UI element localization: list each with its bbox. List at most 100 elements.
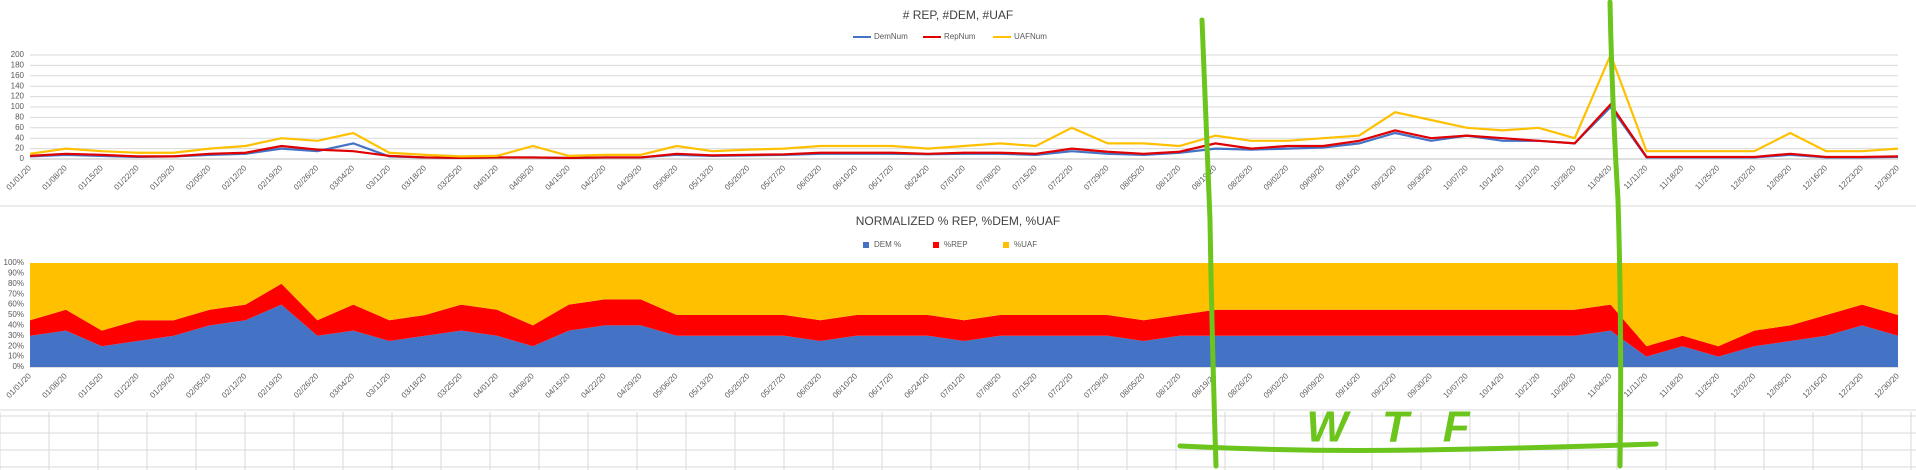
y-tick-label: 80% — [8, 279, 24, 288]
x-tick-label: 09/16/20 — [1334, 371, 1363, 400]
x-tick-label: 10/21/20 — [1513, 163, 1542, 192]
x-tick-label: 09/02/20 — [1262, 371, 1291, 400]
x-tick-label: 12/09/20 — [1765, 163, 1794, 192]
x-tick-label: 11/18/20 — [1657, 371, 1685, 399]
x-tick-label: 08/05/20 — [1118, 371, 1147, 400]
x-tick-label: 04/22/20 — [579, 163, 608, 192]
legend-label: DemNum — [874, 32, 908, 41]
legend-label: UAFNum — [1014, 32, 1047, 41]
y-tick-label: 80 — [15, 113, 24, 122]
x-tick-label: 09/16/20 — [1334, 163, 1363, 192]
chart-title: NORMALIZED % REP, %DEM, %UAF — [856, 214, 1060, 228]
x-tick-label: 05/27/20 — [759, 371, 788, 400]
x-tick-label: 04/29/20 — [615, 163, 644, 192]
x-tick-label: 07/08/20 — [974, 371, 1003, 400]
x-tick-label: 01/08/20 — [40, 163, 69, 192]
x-tick-label: 09/23/20 — [1370, 371, 1399, 400]
x-tick-label: 07/15/20 — [1010, 163, 1039, 192]
green-line — [1607, 0, 1624, 469]
x-tick-label: 05/27/20 — [759, 163, 788, 192]
x-tick-label: 12/23/20 — [1837, 163, 1866, 192]
x-tick-label: 04/01/20 — [472, 371, 501, 400]
x-tick-label: 12/16/20 — [1801, 371, 1830, 400]
y-tick-label: 50% — [8, 310, 24, 319]
x-tick-label: 01/29/20 — [148, 371, 177, 400]
x-tick-label: 06/10/20 — [831, 371, 860, 400]
x-tick-label: 09/30/20 — [1406, 163, 1435, 192]
x-tick-label: 03/18/20 — [400, 163, 429, 192]
x-tick-label: 08/26/20 — [1226, 371, 1255, 400]
x-tick-label: 07/29/20 — [1082, 163, 1111, 192]
x-tick-label: 04/22/20 — [579, 371, 608, 400]
x-tick-label: 06/24/20 — [903, 163, 932, 192]
x-tick-label: 04/08/20 — [507, 163, 536, 192]
x-tick-label: 07/29/20 — [1082, 371, 1111, 400]
x-tick-label: 01/15/20 — [76, 163, 105, 192]
x-tick-label: 11/18/20 — [1657, 163, 1685, 191]
x-tick-label: 11/11/20 — [1622, 371, 1650, 399]
legend-swatch — [863, 242, 869, 248]
spreadsheet-grid — [0, 205, 1916, 470]
y-tick-label: 100% — [4, 258, 24, 267]
y-tick-label: 60% — [8, 300, 24, 309]
x-tick-label: 06/03/20 — [795, 371, 824, 400]
x-tick-label: 01/15/20 — [76, 371, 105, 400]
legend-label: RepNum — [944, 32, 976, 41]
x-tick-label: 03/25/20 — [436, 371, 465, 400]
y-tick-label: 100 — [11, 102, 25, 111]
annotation-text: WTF — [1306, 403, 1503, 452]
x-tick-label: 07/22/20 — [1046, 371, 1075, 400]
series-line — [29, 52, 1899, 158]
x-tick-label: 08/26/20 — [1226, 163, 1255, 192]
x-tick-label: 10/14/20 — [1477, 163, 1506, 192]
x-tick-label: 01/01/20 — [5, 163, 34, 192]
x-tick-label: 11/25/20 — [1693, 371, 1721, 399]
x-tick-label: 02/05/20 — [184, 371, 213, 400]
series-line — [29, 102, 1899, 160]
x-tick-label: 12/02/20 — [1729, 163, 1758, 192]
series-area — [30, 304, 1898, 367]
x-tick-label: 12/30/20 — [1873, 371, 1902, 400]
x-tick-label: 06/03/20 — [795, 163, 824, 192]
x-tick-label: 05/20/20 — [723, 371, 752, 400]
x-tick-label: 11/04/20 — [1586, 163, 1614, 191]
x-tick-label: 07/22/20 — [1046, 163, 1075, 192]
y-tick-label: 70% — [8, 289, 24, 298]
y-tick-label: 200 — [11, 50, 25, 59]
x-tick-label: 01/01/20 — [5, 371, 34, 400]
x-tick-label: 01/22/20 — [112, 371, 141, 400]
x-tick-label: 05/20/20 — [723, 163, 752, 192]
x-tick-label: 03/11/20 — [364, 371, 392, 399]
x-tick-label: 11/11/20 — [1622, 163, 1650, 191]
y-tick-label: 20% — [8, 341, 24, 350]
x-tick-label: 02/12/20 — [220, 371, 249, 400]
x-tick-label: 02/19/20 — [256, 163, 285, 192]
y-tick-label: 40% — [8, 321, 24, 330]
x-tick-label: 12/30/20 — [1873, 163, 1902, 192]
x-tick-label: 04/29/20 — [615, 371, 644, 400]
x-tick-label: 03/04/20 — [328, 163, 357, 192]
y-tick-label: 60 — [15, 123, 24, 132]
x-tick-label: 01/29/20 — [148, 163, 177, 192]
x-tick-label: 10/14/20 — [1477, 371, 1506, 400]
x-tick-label: 11/04/20 — [1586, 371, 1614, 399]
x-tick-label: 06/17/20 — [867, 371, 896, 400]
x-tick-label: 12/16/20 — [1801, 163, 1830, 192]
x-tick-label: 07/08/20 — [974, 163, 1003, 192]
x-tick-label: 09/02/20 — [1262, 163, 1291, 192]
x-tick-label: 08/19/20 — [1190, 163, 1219, 192]
legend-label: %REP — [944, 240, 968, 249]
x-tick-label: 02/12/20 — [220, 163, 249, 192]
x-tick-label: 02/26/20 — [292, 163, 321, 192]
legend-swatch — [1003, 242, 1009, 248]
x-tick-label: 04/01/20 — [472, 163, 501, 192]
x-tick-label: 03/04/20 — [328, 371, 357, 400]
x-tick-label: 05/06/20 — [651, 163, 680, 192]
y-tick-label: 180 — [11, 61, 25, 70]
y-tick-label: 0% — [12, 362, 24, 371]
x-tick-label: 10/07/20 — [1441, 163, 1470, 192]
x-tick-label: 05/13/20 — [687, 371, 716, 400]
x-tick-label: 06/24/20 — [903, 371, 932, 400]
green-line — [1177, 441, 1659, 453]
